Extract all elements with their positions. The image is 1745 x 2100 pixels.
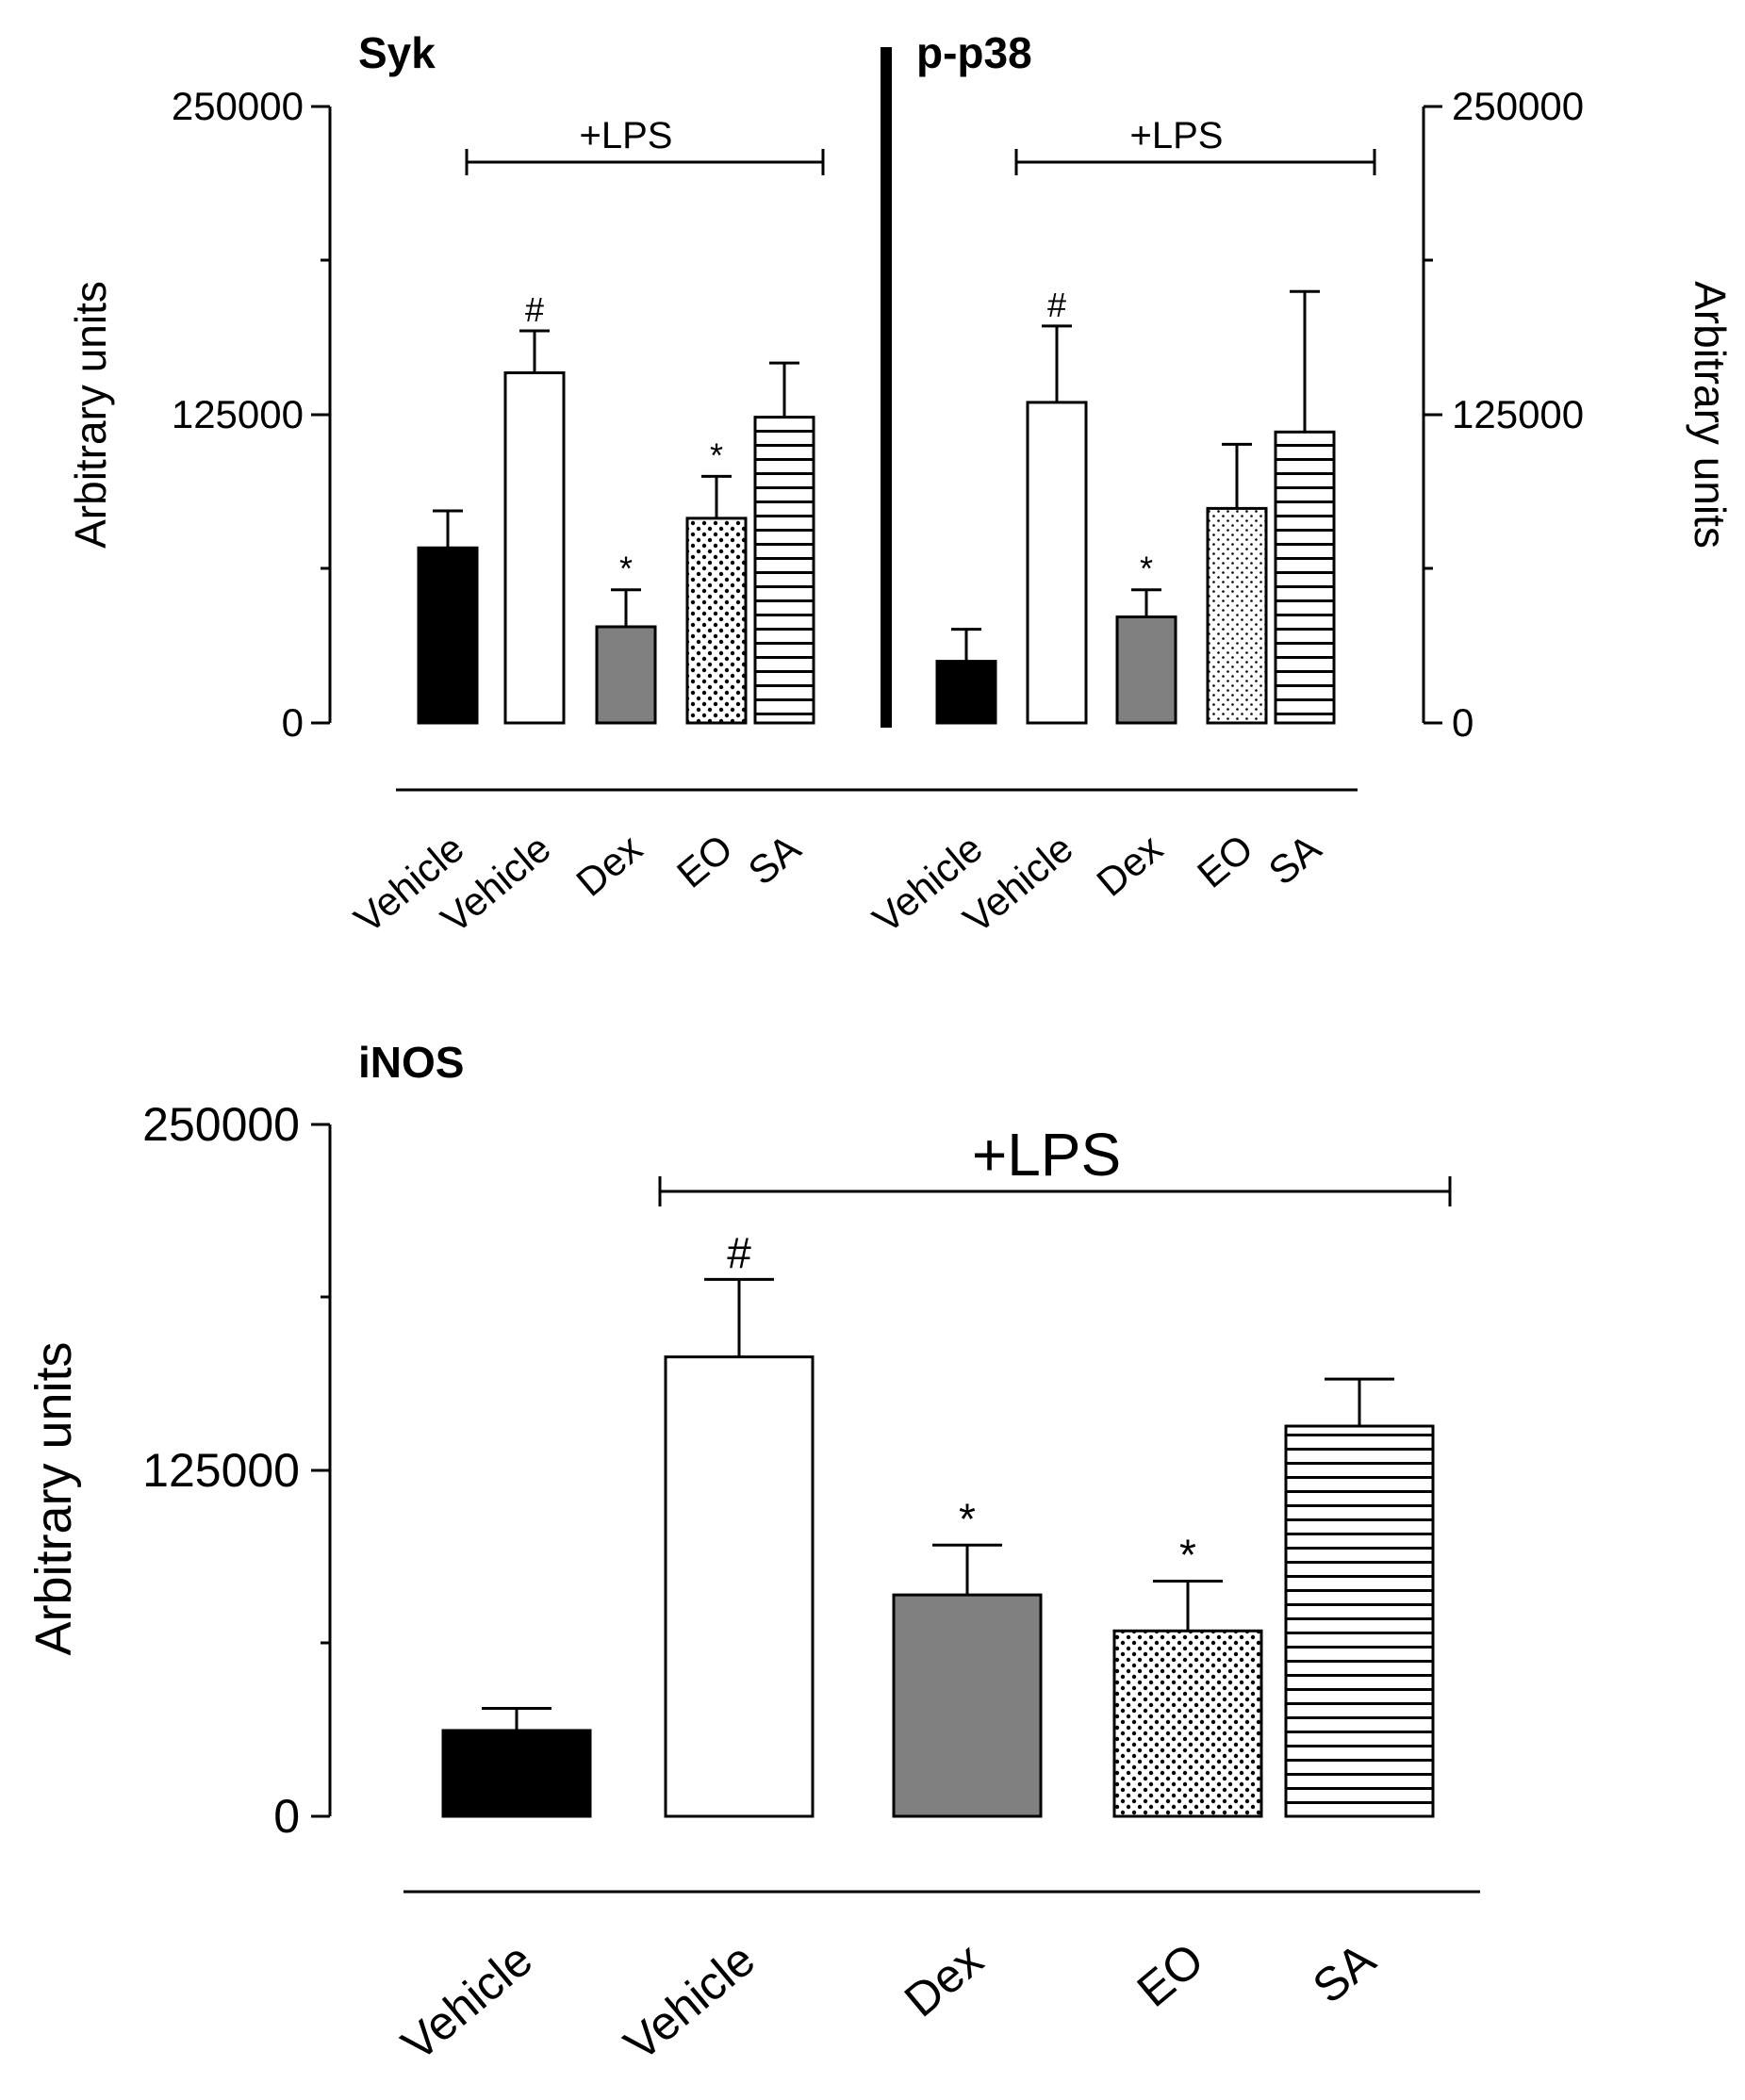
p-p38-title: p-p38 [916, 28, 1032, 77]
p-p38-bar-vehicle-1 [1026, 401, 1088, 725]
p-p38-category-label: Dex [1088, 826, 1170, 905]
inos-category-label: Vehicle [615, 1933, 765, 2072]
syk-bar-eo-3 [685, 517, 748, 725]
p-p38-category-label: EO [1189, 826, 1261, 896]
syk-ytick-label: 250000 [172, 84, 304, 128]
syk-bars: # * * [417, 290, 815, 725]
p-p38-bar-dex-2 [1115, 615, 1177, 725]
p-p38-significance-mark: # [1047, 286, 1066, 324]
inos-category-label: Dex [895, 1933, 993, 2027]
p-p38-ytick-label: 250000 [1452, 84, 1584, 128]
syk-lps-bracket [465, 149, 825, 175]
syk-category-label: EO [668, 826, 741, 896]
inos-ytick-label: 0 [273, 1790, 300, 1843]
p-p38-bar-vehicle-0 [935, 660, 997, 725]
p-p38-y-axis-label: Arbitrary units [1686, 281, 1735, 549]
inos-bar-dex-2 [892, 1593, 1043, 1818]
syk-ytick-label: 0 [282, 700, 304, 745]
syk-bar-sa-4 [753, 416, 815, 725]
inos-lps-label: +LPS [972, 1121, 1121, 1189]
syk-significance-mark: * [710, 435, 723, 474]
inos-category-labels: Vehicle Vehicle Dex EO SA [392, 1932, 1386, 2071]
inos-category-label: Vehicle [392, 1933, 543, 2072]
p-p38-category-label: SA [1260, 826, 1329, 894]
inos-bar-sa-4 [1284, 1424, 1435, 1818]
p-p38-ytick-label: 0 [1452, 700, 1473, 745]
syk-lps-label: +LPS [580, 115, 673, 156]
inos-category-label: SA [1303, 1932, 1386, 2013]
inos-significance-mark: * [959, 1494, 976, 1543]
syk-category-label: SA [740, 826, 809, 894]
p-p38-lps-bracket [1014, 149, 1376, 175]
syk-significance-mark: * [619, 550, 633, 588]
inos-lps-bracket [658, 1176, 1452, 1206]
inos-significance-mark: * [1179, 1530, 1196, 1579]
p-p38-bars: #* [935, 286, 1336, 725]
syk-bar-dex-2 [595, 625, 657, 725]
inos-significance-mark: # [727, 1228, 751, 1277]
syk-category-label: Dex [568, 826, 650, 905]
syk-significance-mark: # [525, 290, 544, 329]
inos-ytick-label: 125000 [142, 1444, 300, 1497]
panel-syk: Syk Arbitrary units 250000 125000 0 +LPS… [66, 28, 825, 745]
inos-bars: # * * [441, 1228, 1435, 1818]
p-p38-significance-mark: * [1140, 550, 1153, 588]
syk-y-axis-label: Arbitrary units [66, 281, 115, 549]
inos-bar-eo-3 [1112, 1629, 1263, 1818]
inos-category-label: EO [1128, 1933, 1213, 2017]
syk-ytick-label: 125000 [172, 392, 304, 436]
syk-bar-vehicle-0 [417, 546, 479, 725]
inos-ytick-label: 250000 [142, 1098, 300, 1151]
panel-inos: iNOS Arbitrary units 250000 125000 0 +LP… [25, 1038, 1452, 1843]
inos-y-axis-label: Arbitrary units [25, 1341, 82, 1655]
inos-bar-vehicle-0 [441, 1729, 592, 1818]
p-p38-lps-label: +LPS [1130, 115, 1224, 156]
p-p38-bar-eo-3 [1206, 506, 1268, 725]
panel-p-p38: p-p38 Arbitrary units 250000 125000 0 +L… [916, 28, 1735, 745]
p-p38-ytick-label: 125000 [1452, 392, 1584, 436]
syk-bar-vehicle-1 [503, 371, 566, 725]
p-p38-bar-sa-4 [1274, 430, 1336, 725]
syk-title: Syk [358, 28, 436, 77]
inos-bar-vehicle-1 [664, 1355, 815, 1818]
inos-title: iNOS [358, 1038, 464, 1087]
